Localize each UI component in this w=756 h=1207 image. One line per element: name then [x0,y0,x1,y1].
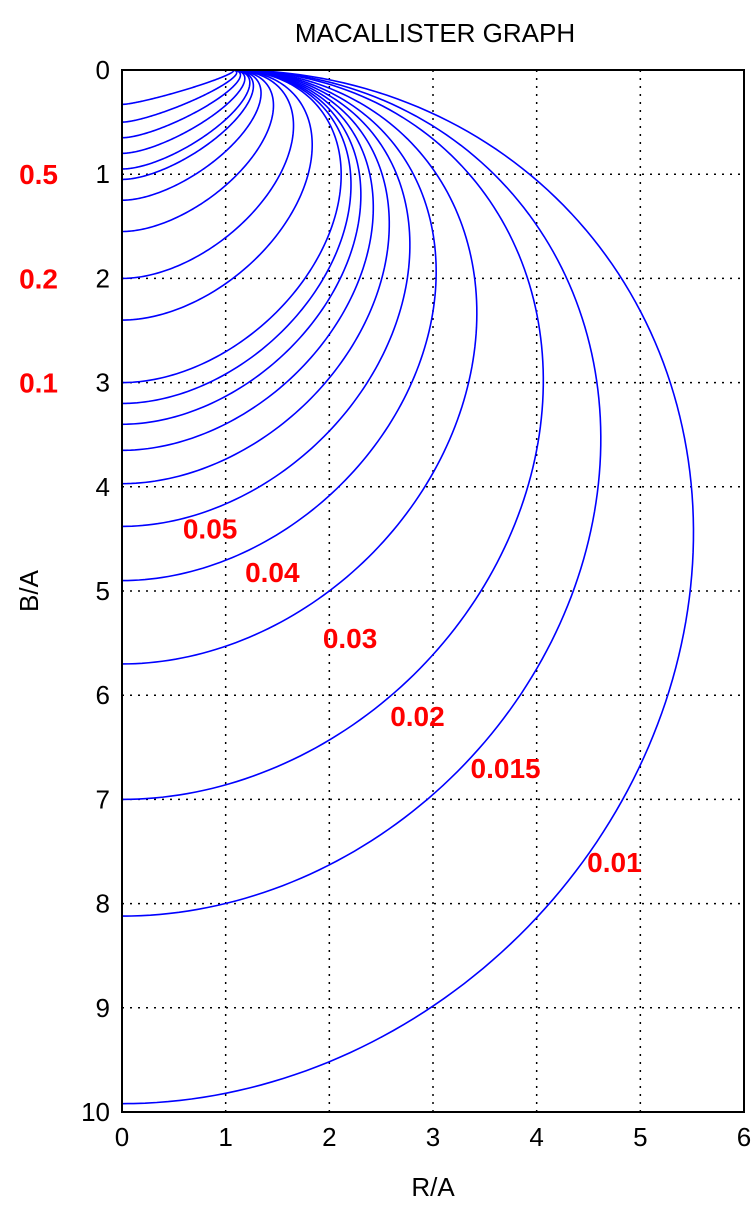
x-tick-label: 1 [218,1122,232,1152]
contour-line [121,69,242,139]
contour-line [121,69,313,321]
y-tick-label: 0 [96,55,110,85]
contour-line [121,69,251,170]
x-tick-label: 4 [529,1122,543,1152]
contour-line [121,69,262,202]
contour-line [121,69,695,1105]
y-tick-label: 9 [96,993,110,1023]
x-tick-label: 3 [426,1122,440,1152]
y-tick-label: 2 [96,263,110,293]
y-tick-labels: 0 1 2 3 4 5 6 7 8 9 10 [81,55,110,1127]
x-tick-labels: 0 1 2 3 4 5 6 [115,1122,751,1152]
y-tick-label: 1 [96,159,110,189]
x-tick-label: 5 [633,1122,647,1152]
contour-label: 0.5 [19,159,58,190]
contour-label: 0.1 [19,368,58,399]
x-tick-label: 2 [322,1122,336,1152]
contour-line [121,69,295,280]
contour-line [121,69,478,665]
y-tick-label: 3 [96,368,110,398]
contour-line [121,69,235,106]
contour-line [121,69,238,123]
contour-label: 0.2 [19,263,58,294]
y-tick-label: 8 [96,889,110,919]
contour-line [121,69,602,917]
y-tick-label: 7 [96,784,110,814]
x-tick-label: 6 [737,1122,751,1152]
contour-line [121,69,362,426]
y-tick-label: 4 [96,472,110,502]
contour-line [121,69,545,801]
chart-title: MACALLISTER GRAPH [295,18,575,48]
contour-label: 0.02 [390,701,445,732]
contour-label: 0.04 [245,557,300,588]
contour-label: 0.01 [587,847,642,878]
plot-frame [121,69,745,1113]
contour-label: 0.05 [183,513,238,544]
contour-line [121,69,246,155]
contour-labels: 0.5 0.2 0.1 0.050.04 0.03 0.02 0.015 0.01 [19,159,642,878]
y-tick-label: 10 [81,1097,110,1127]
contour-line [121,69,275,233]
y-tick-label: 5 [96,576,110,606]
contour-line [121,69,375,452]
contour-line [121,69,411,528]
x-tick-label: 0 [115,1122,129,1152]
contour-line [121,69,437,582]
contour-curves [121,69,695,1105]
contour-line [121,69,255,181]
contour-line [121,69,342,384]
contour-label: 0.015 [471,753,541,784]
y-axis-label: B/A [14,569,44,612]
contour-line [121,69,352,405]
contour-line [121,69,391,485]
x-axis-label: R/A [411,1172,455,1202]
contour-label: 0.03 [323,623,378,654]
y-tick-label: 6 [96,680,110,710]
